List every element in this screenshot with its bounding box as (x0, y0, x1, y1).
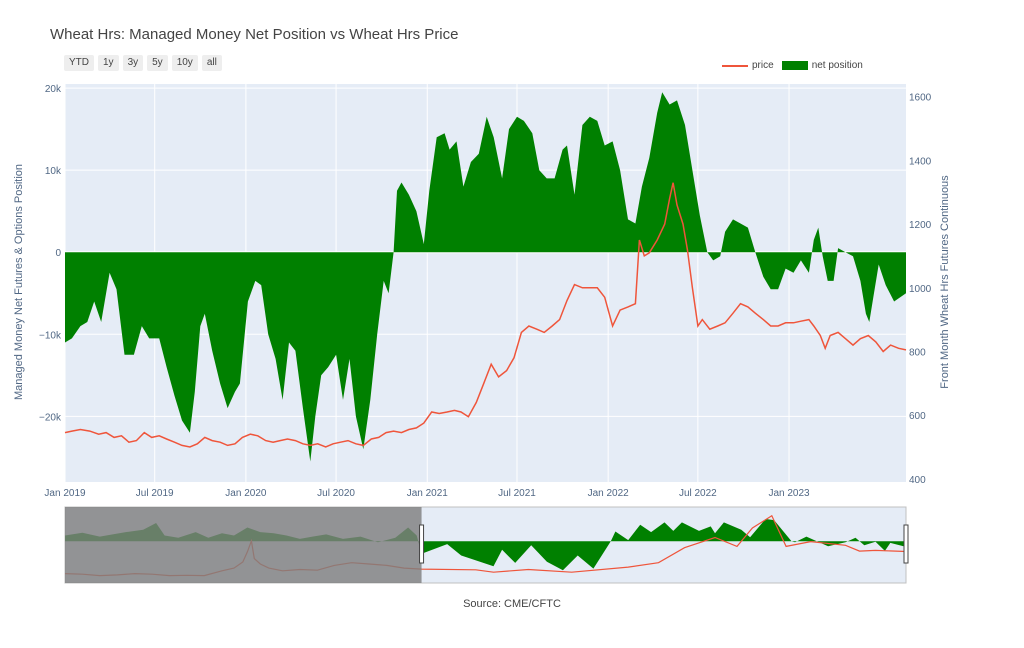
y2-tick-label: 1000 (909, 284, 932, 295)
y2-axis-ticks: 400 600 800 1000 1200 1400 1600 (909, 93, 932, 486)
x-tick-label: Jan 2020 (225, 488, 267, 499)
range-slider-left-handle[interactable] (419, 524, 425, 564)
y2-tick-label: 1400 (909, 156, 932, 167)
y-axis-label: Managed Money Net Futures & Options Posi… (13, 164, 25, 400)
chart-title: Wheat Hrs: Managed Money Net Position vs… (50, 26, 459, 43)
chart-legend: price net position (722, 60, 863, 71)
x-tick-label: Jul 2020 (317, 488, 355, 499)
y-tick-label: 20k (45, 84, 62, 95)
range-button-10y[interactable]: 10y (171, 55, 198, 71)
legend-price-swatch (722, 64, 748, 67)
y-tick-label: 0 (55, 248, 61, 259)
x-tick-label: Jul 2019 (136, 488, 174, 499)
y2-axis-label: Front Month Wheat Hrs Futures Continuous (939, 175, 951, 389)
y2-tick-label: 800 (909, 347, 926, 358)
range-slider-right-handle[interactable] (903, 524, 909, 564)
y-axis-ticks: −20k −10k 0 10k 20k (39, 84, 62, 423)
y2-tick-label: 600 (909, 411, 926, 422)
range-button-1y[interactable]: 1y (98, 55, 119, 71)
range-button-3y[interactable]: 3y (122, 55, 144, 71)
legend-item-price[interactable]: price (722, 60, 774, 71)
y-tick-label: −20k (39, 412, 62, 423)
range-button-ytd[interactable]: YTD (64, 55, 94, 71)
x-tick-label: Jan 2021 (407, 488, 449, 499)
y2-tick-label: 400 (909, 475, 926, 486)
x-tick-label: Jul 2022 (679, 488, 717, 499)
x-tick-label: Jan 2019 (44, 488, 86, 499)
legend-net-position-swatch (781, 61, 808, 70)
price-line (64, 182, 907, 448)
x-tick-label: Jan 2022 (588, 488, 630, 499)
net-position-area (65, 92, 906, 462)
range-button-all[interactable]: all (201, 55, 222, 71)
x-axis-ticks: Jan 2019 Jul 2019 Jan 2020 Jul 2020 Jan 2021… (44, 488, 810, 499)
range-button-5y[interactable]: 5y (147, 55, 168, 71)
legend-item-net-position[interactable]: net position (781, 60, 863, 71)
y-tick-label: −10k (39, 330, 62, 341)
y2-tick-label: 1200 (909, 220, 932, 231)
legend-net-position-label: net position (811, 60, 863, 71)
y2-tick-label: 1600 (909, 93, 932, 104)
range-slider[interactable] (64, 506, 909, 584)
x-tick-label: Jul 2021 (498, 488, 536, 499)
range-selector: YTD 1y 3y 5y 10y all (64, 55, 222, 71)
y-tick-label: 10k (45, 166, 62, 177)
source-note: Source: CME/CFTC (463, 598, 561, 610)
legend-price-label: price (752, 60, 774, 71)
range-slider-unselected-shade (65, 507, 422, 583)
main-chart[interactable]: Jan 2019 Jul 2019 Jan 2020 Jul 2020 Jan 2021… (0, 0, 1024, 600)
range-slider-net-position (65, 519, 906, 571)
x-tick-label: Jan 2023 (768, 488, 810, 499)
